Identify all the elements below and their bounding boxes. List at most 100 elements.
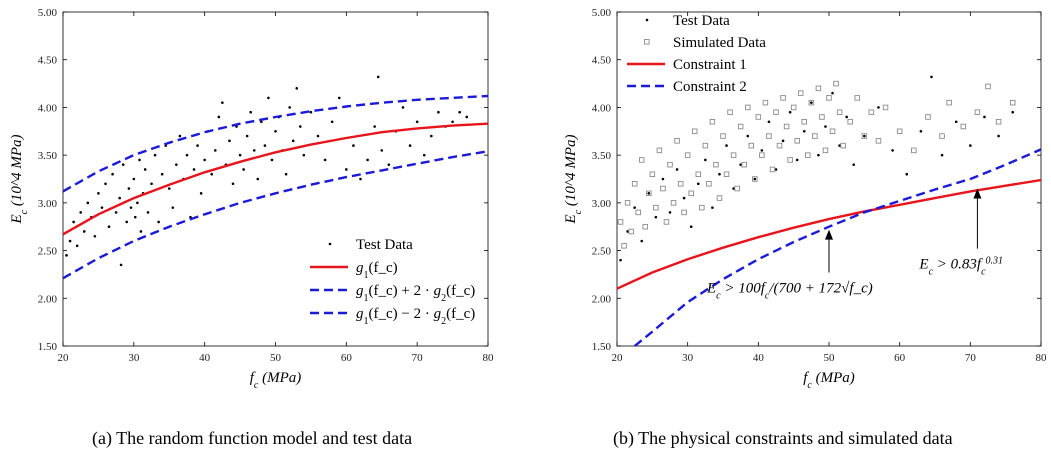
simulated-point: [790, 104, 797, 111]
caption-a: (a) The random function model and test d…: [92, 428, 413, 448]
data-point: [256, 177, 260, 181]
simulated-point: [815, 85, 822, 92]
simulated-point: [995, 118, 1002, 125]
data-point: [245, 134, 249, 138]
data-point: [788, 110, 792, 114]
simulated-point: [723, 171, 730, 177]
x-axis-label: fc (MPa): [803, 370, 855, 391]
data-point: [430, 134, 433, 138]
annotation-label-0: Ec > 100fc/(700 + 172√f_c): [706, 281, 873, 302]
simulated-point: [925, 114, 931, 120]
x-tick-label: 30: [128, 352, 140, 364]
data-point: [711, 206, 714, 209]
data-point: [373, 125, 376, 128]
simulated-point: [960, 123, 967, 130]
legend-label-2: Constraint 1: [673, 57, 747, 73]
data-point: [119, 263, 123, 267]
data-point: [82, 230, 86, 233]
data-point: [739, 163, 742, 166]
data-point: [668, 211, 672, 214]
data-point: [316, 134, 320, 138]
x-tick-label: 50: [824, 352, 836, 364]
simulated-point: [656, 147, 663, 154]
data-point: [352, 144, 355, 147]
data-point: [337, 96, 341, 100]
data-point: [767, 120, 771, 124]
data-point: [203, 158, 206, 162]
data-point: [192, 168, 196, 171]
simulated-point: [801, 118, 808, 125]
simulated-point: [762, 99, 769, 106]
data-point: [175, 163, 178, 166]
data-point: [125, 220, 129, 224]
data-point: [104, 182, 107, 186]
data-point: [127, 187, 131, 190]
data-point: [451, 120, 454, 124]
data-point: [213, 149, 217, 152]
arrow-head-0: [825, 229, 833, 240]
simulated-point: [699, 204, 705, 211]
data-point: [263, 144, 267, 147]
data-point: [359, 177, 362, 181]
series-line-2: [617, 178, 1041, 290]
x-tick-label: 40: [199, 352, 211, 364]
data-point: [930, 75, 933, 79]
data-point: [940, 153, 944, 157]
simulated-point: [617, 219, 624, 225]
data-point: [129, 206, 133, 209]
simulated-point: [769, 166, 776, 173]
data-point: [661, 177, 665, 181]
data-point: [983, 115, 986, 119]
data-point: [291, 139, 295, 143]
simulated-point: [670, 200, 677, 206]
data-point: [689, 225, 693, 229]
simulated-point: [702, 142, 709, 149]
data-point: [380, 149, 384, 152]
data-point: [121, 163, 125, 166]
simulated-point: [741, 161, 747, 168]
simulated-point: [773, 109, 779, 115]
legend-label-0: Test Data: [673, 13, 730, 29]
y-tick-label: 3.00: [592, 198, 612, 210]
data-point: [465, 115, 469, 119]
series-line-1: [63, 122, 488, 236]
annotation-label-1: Ec > 0.83fc0.31: [918, 255, 1003, 277]
y-tick-label: 2.50: [592, 246, 612, 258]
data-point: [228, 139, 231, 143]
simulated-point: [628, 228, 634, 235]
data-point: [817, 153, 820, 157]
data-point: [210, 172, 214, 176]
simulated-point: [667, 161, 673, 168]
data-point: [795, 158, 799, 162]
series-line-2: [63, 94, 488, 193]
data-point: [65, 254, 68, 257]
simulated-point: [649, 171, 656, 177]
data-point: [79, 211, 83, 214]
y-tick-label: 4.50: [592, 55, 612, 67]
simulated-point: [780, 95, 786, 101]
x-tick-label: 60: [341, 352, 353, 364]
simulated-point: [752, 176, 758, 182]
legend-swatch-dot: [328, 242, 332, 246]
simulated-point: [808, 99, 815, 106]
y-tick-label: 5.00: [592, 7, 612, 19]
y-axis-label-group: Ec (10^4 MPa): [9, 134, 30, 224]
chart-panel-1: 20 30 40 50 60 70 80 1.50 2.00 2.50 3.00 3.50 4.00 4.…: [563, 7, 1047, 391]
data-point: [626, 230, 629, 233]
legend-label-1: Simulated Data: [673, 35, 766, 51]
data-point: [221, 101, 224, 104]
simulated-point: [861, 133, 868, 139]
data-point: [270, 158, 274, 162]
data-point: [196, 144, 199, 147]
data-point: [863, 134, 866, 138]
data-point: [401, 106, 405, 109]
simulated-point: [695, 171, 702, 177]
x-tick-label: 60: [894, 352, 906, 364]
simulated-point: [684, 152, 691, 158]
y-tick-label: 4.00: [38, 102, 58, 114]
y-tick-label: 2.00: [38, 293, 58, 305]
data-point: [458, 110, 461, 114]
simulated-point: [681, 209, 687, 216]
data-point: [288, 106, 291, 109]
data-point: [295, 87, 299, 90]
